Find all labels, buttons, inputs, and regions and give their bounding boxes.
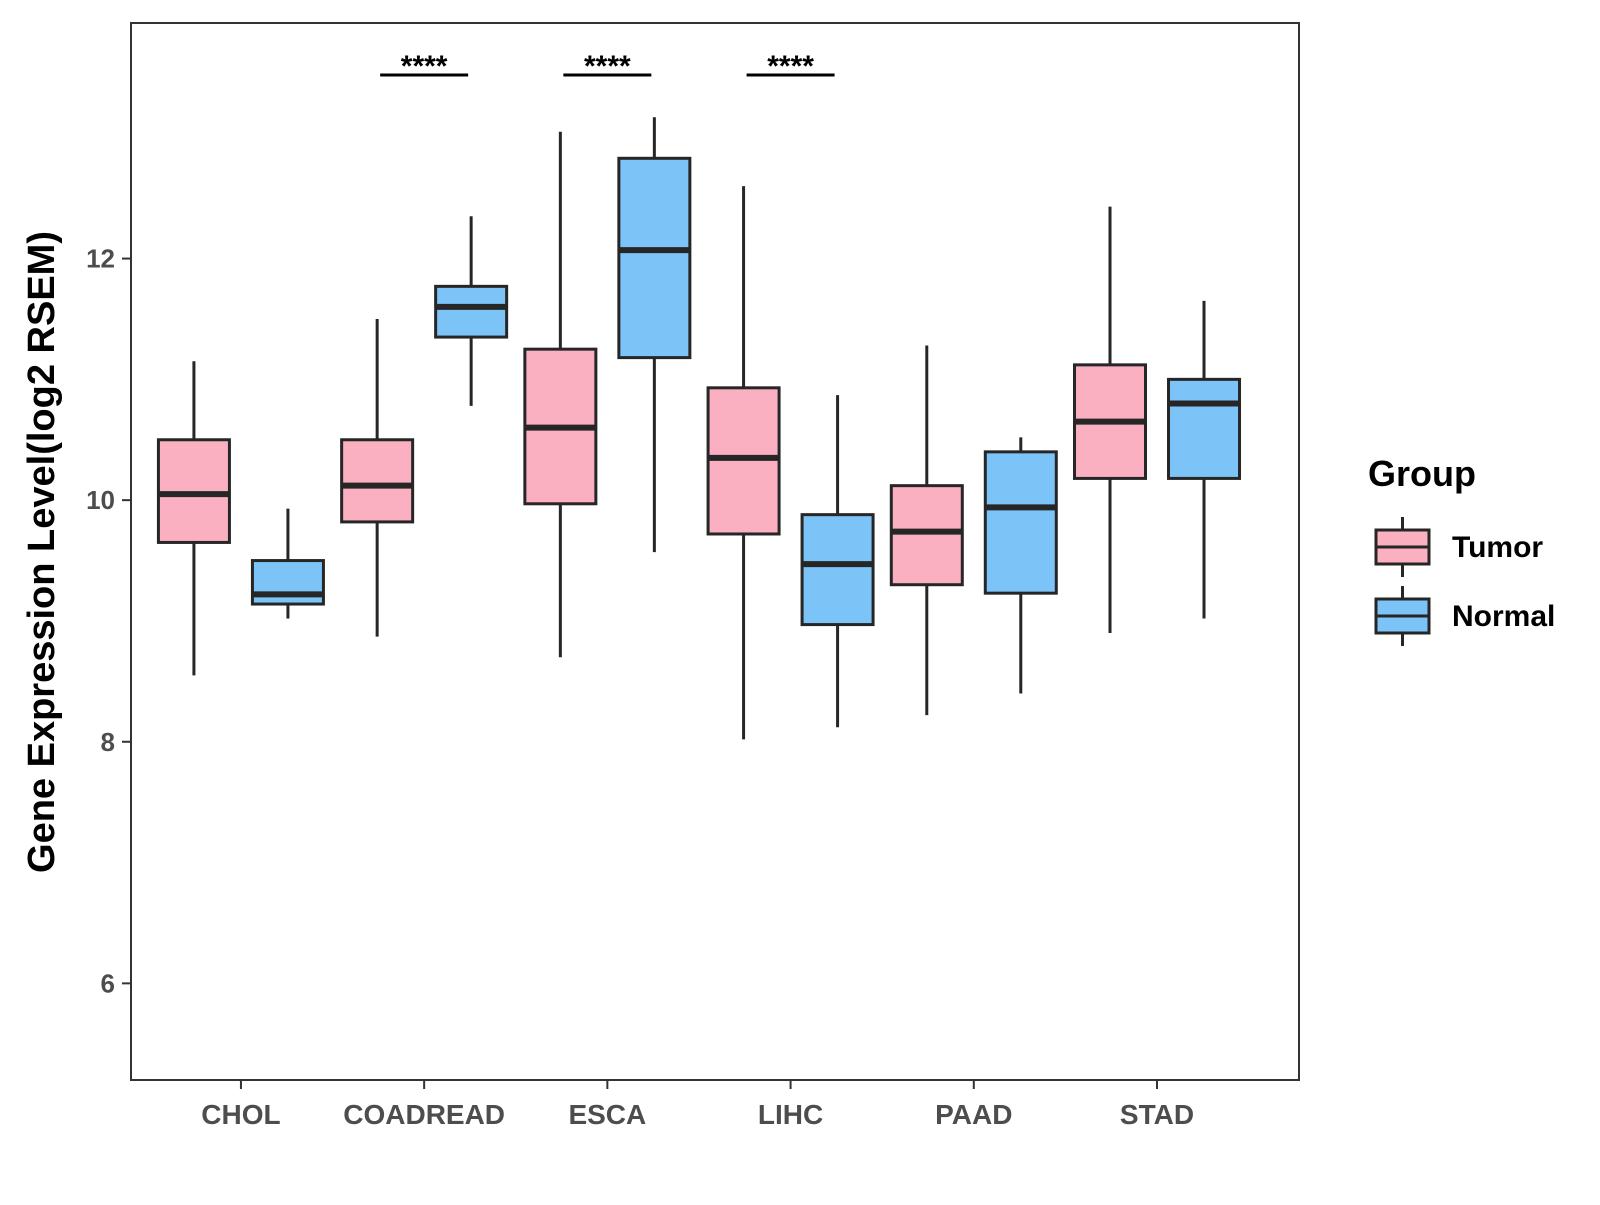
significance-coadread: ****: [380, 50, 469, 83]
legend: Group Tumor Normal: [1368, 453, 1555, 646]
box-body: [800, 513, 875, 627]
y-tick-label: 6: [101, 968, 115, 998]
box-body: [983, 450, 1058, 595]
box-normal-lihc: [800, 395, 875, 728]
box-normal-esca: [617, 117, 692, 553]
box-tumor-coadread: [340, 318, 415, 637]
box-tumor-lihc: [706, 186, 781, 740]
box-body: [340, 438, 415, 524]
box-series: [156, 117, 1242, 740]
box-tumor-esca: [523, 131, 598, 658]
box-body: [250, 559, 325, 606]
legend-item-tumor: Tumor: [1374, 517, 1543, 577]
y-tick-label: 10: [86, 485, 115, 515]
box-tumor-chol: [156, 361, 231, 676]
box-normal-paad: [983, 437, 1058, 694]
significance-esca: ****: [563, 50, 652, 83]
box-body: [706, 386, 781, 536]
box-body: [1167, 377, 1242, 480]
box-tumor-paad: [889, 345, 964, 716]
box-body: [434, 284, 509, 339]
x-tick-label: ESCA: [568, 1099, 646, 1130]
significance-label: ****: [767, 50, 814, 83]
x-tick-label: CHOL: [201, 1099, 280, 1130]
legend-item-normal: Normal: [1374, 586, 1555, 646]
significance-label: ****: [401, 50, 448, 83]
legend-label: Normal: [1452, 600, 1555, 633]
x-tick-label: LIHC: [758, 1099, 823, 1130]
plot-panel: [130, 22, 1300, 1081]
box-normal-coadread: [434, 216, 509, 406]
significance-label: ****: [584, 50, 631, 83]
box-body: [156, 438, 231, 544]
significance-lihc: ****: [746, 50, 835, 83]
y-axis: 6 8 10 12: [86, 244, 131, 998]
x-tick-label: COADREAD: [343, 1099, 505, 1130]
legend-title: Group: [1368, 453, 1476, 494]
box-tumor-stad: [1073, 206, 1148, 634]
x-tick-label: PAAD: [935, 1099, 1012, 1130]
legend-items: Tumor Normal: [1374, 517, 1555, 646]
y-tick-label: 12: [86, 244, 115, 274]
x-axis: CHOL COADREAD ESCA LIHC PAAD STAD: [201, 1080, 1194, 1130]
legend-label: Tumor: [1452, 531, 1543, 564]
y-axis-label: Gene Expression Level(log2 RSEM): [21, 231, 63, 873]
box-normal-chol: [250, 508, 325, 619]
box-body: [889, 484, 964, 587]
y-tick-label: 8: [101, 727, 115, 757]
box-normal-stad: [1167, 300, 1242, 619]
box-body: [617, 156, 692, 360]
significance-annotations: **** **** ****: [380, 50, 835, 83]
x-tick-label: STAD: [1120, 1099, 1194, 1130]
